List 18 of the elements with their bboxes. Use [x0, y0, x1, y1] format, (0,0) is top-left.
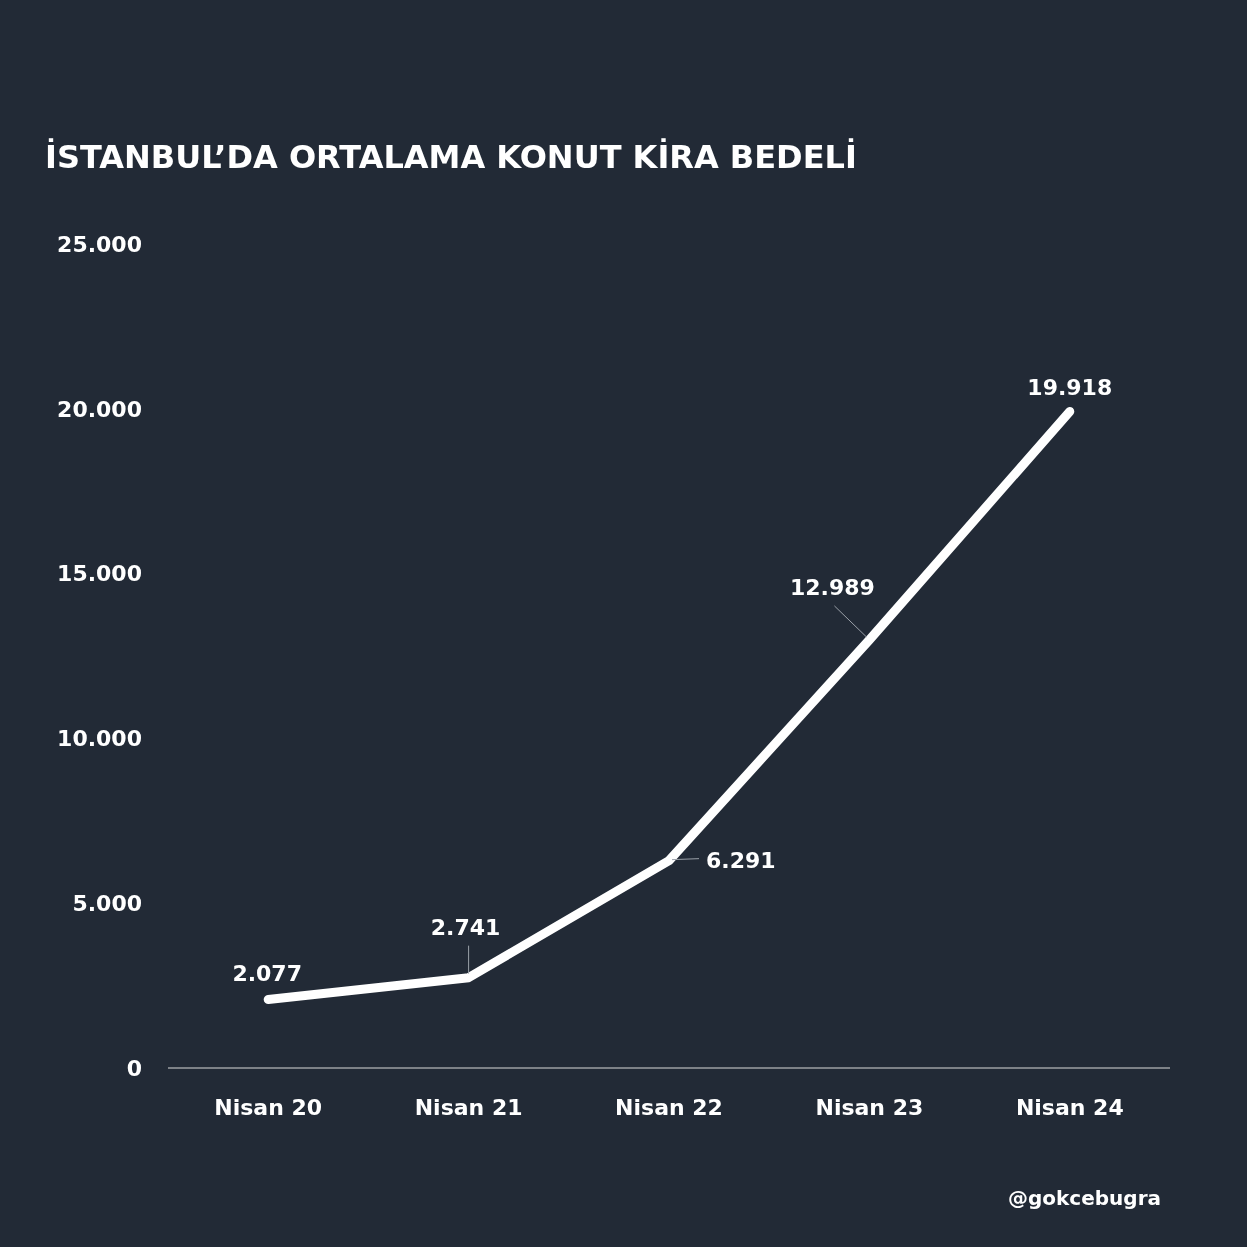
x-tick-label: Nisan 22 [615, 1094, 723, 1120]
data-label: 12.989 [789, 574, 875, 600]
text: @gokcebugra [1007, 1186, 1161, 1210]
y-tick-label: 0 [126, 1055, 142, 1081]
y-tick-label: 20.000 [57, 396, 142, 422]
x-tick-label: Nisan 23 [815, 1094, 924, 1120]
x-tick-label: Nisan 21 [414, 1094, 523, 1120]
data-label: 6.291 [706, 848, 776, 874]
data-label: 19.918 [1027, 375, 1113, 401]
y-tick-label: 25.000 [57, 231, 142, 257]
chart-title: İSTANBUL’DA ORTALAMA KONUT KİRA BEDELİ [45, 138, 857, 176]
y-tick-label: 10.000 [57, 726, 142, 752]
x-tick-label: Nisan 20 [214, 1094, 323, 1120]
data-label: 2.741 [430, 915, 501, 941]
y-tick-label: 5.000 [72, 890, 142, 916]
data-label: 2.077 [232, 961, 302, 987]
y-tick-label: 15.000 [57, 561, 142, 587]
x-tick-label: Nisan 24 [1015, 1094, 1124, 1120]
